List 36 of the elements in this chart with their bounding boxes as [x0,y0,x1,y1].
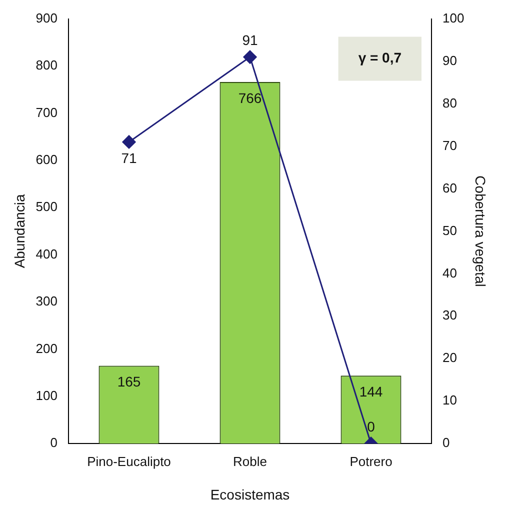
y-tick-label: 400 [36,246,58,262]
y-axis-title: Abundancia [11,194,28,268]
y-tick-label: 800 [36,58,58,73]
y2-tick-label: 90 [442,52,457,68]
y2-tick-label: 40 [442,265,457,280]
data-label: 766 [238,90,262,106]
point [122,135,136,149]
annotation: γ = 0,7 [358,50,402,66]
data-label: 165 [117,374,141,390]
data-label: 0 [367,418,376,434]
y2-tick-label: 0 [442,435,450,450]
data-label: 144 [359,383,383,400]
y-tick-label: 0 [50,435,58,450]
point [243,50,257,64]
y-tick-label: 100 [36,388,58,403]
y-tick-label: 300 [36,294,58,309]
y-tick-label: 200 [36,340,58,356]
x-tick-label: Potrero [350,454,392,469]
y2-axis-title: Cobertura vegetal [472,176,489,287]
y-tick-label: 600 [36,152,58,167]
y-tick-label: 500 [36,199,58,214]
data-label: 71 [121,150,137,166]
y2-tick-label: 30 [442,308,457,323]
y2-tick-label: 10 [442,392,457,408]
x-axis-title: Ecosistemas [210,486,290,502]
data-label: 91 [242,32,258,48]
y2-tick-label: 80 [442,95,457,110]
y2-tick-label: 60 [442,180,457,196]
x-tick-label: Roble [233,454,267,469]
y2-tick-label: 70 [442,138,457,153]
y2-tick-label: 20 [442,350,457,366]
x-tick-label: Pino-Eucalipto [87,454,171,469]
y-tick-label: 700 [36,104,58,120]
y2-tick-label: 100 [442,10,464,26]
y-tick-label: 900 [36,10,58,26]
y2-tick-label: 50 [442,222,457,238]
